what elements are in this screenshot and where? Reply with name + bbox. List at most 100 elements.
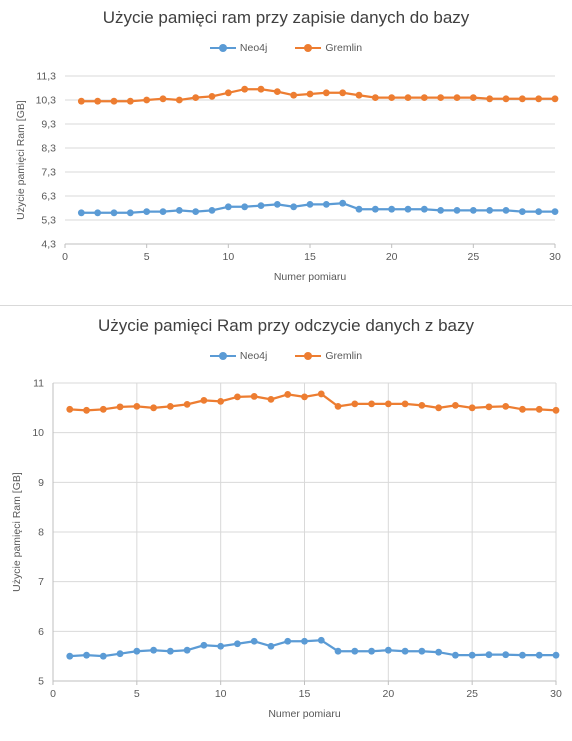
- data-point-neo4j: [200, 641, 208, 649]
- data-point-gremlin: [290, 91, 298, 99]
- data-point-gremlin: [317, 390, 325, 398]
- data-point-neo4j: [94, 209, 102, 217]
- data-point-gremlin: [241, 85, 249, 93]
- data-point-gremlin: [535, 95, 543, 103]
- data-point-neo4j: [339, 199, 347, 207]
- data-point-gremlin: [150, 404, 158, 412]
- y-tick-label: 10: [32, 427, 44, 439]
- data-point-neo4j: [502, 651, 510, 659]
- data-point-gremlin: [552, 406, 560, 414]
- y-axis-title: Użycie pamięci Ram [GB]: [11, 472, 23, 592]
- data-point-neo4j: [535, 208, 543, 216]
- data-point-gremlin: [301, 393, 308, 401]
- series-line-neo4j: [69, 639, 556, 658]
- data-point-gremlin: [83, 406, 90, 414]
- legend-marker-icon: [209, 352, 236, 360]
- y-tick-label: 4,3: [41, 239, 56, 251]
- data-point-gremlin: [200, 396, 208, 404]
- data-point-gremlin: [502, 95, 510, 103]
- data-point-neo4j: [208, 207, 216, 214]
- data-point-neo4j: [420, 205, 428, 213]
- data-point-gremlin: [355, 91, 363, 99]
- data-point-neo4j: [99, 652, 107, 660]
- data-point-neo4j: [126, 209, 134, 217]
- data-point-neo4j: [435, 648, 443, 656]
- data-point-gremlin: [486, 95, 494, 103]
- data-point-neo4j: [368, 647, 375, 655]
- data-point-gremlin: [404, 94, 412, 101]
- data-point-neo4j: [133, 647, 141, 655]
- data-point-gremlin: [368, 400, 375, 408]
- data-point-gremlin: [166, 402, 174, 410]
- data-point-gremlin: [469, 94, 477, 101]
- data-point-gremlin: [468, 404, 476, 412]
- data-point-gremlin: [250, 393, 258, 400]
- data-point-gremlin: [453, 94, 461, 101]
- data-point-neo4j: [77, 209, 85, 217]
- data-point-gremlin: [535, 405, 543, 413]
- data-point-neo4j: [486, 207, 494, 214]
- data-point-gremlin: [133, 402, 141, 410]
- data-point-gremlin: [371, 94, 379, 101]
- data-point-gremlin: [175, 96, 183, 104]
- data-point-neo4j: [183, 646, 191, 654]
- data-point-gremlin: [99, 405, 107, 413]
- data-point-gremlin: [217, 397, 225, 405]
- data-point-neo4j: [116, 650, 124, 658]
- y-tick-label: 9,3: [41, 119, 56, 131]
- x-tick-label: 15: [299, 688, 311, 700]
- data-point-neo4j: [485, 651, 493, 659]
- data-point-neo4j: [334, 647, 342, 655]
- data-point-gremlin: [384, 400, 392, 408]
- data-point-neo4j: [306, 201, 314, 208]
- data-point-gremlin: [208, 93, 216, 100]
- data-point-neo4j: [192, 208, 200, 216]
- y-tick-label: 11: [33, 378, 44, 390]
- data-point-neo4j: [452, 651, 459, 659]
- data-point-gremlin: [159, 95, 167, 103]
- data-point-neo4j: [371, 205, 379, 213]
- chart-title: Użycie pamięci ram przy zapisie danych d…: [102, 8, 470, 27]
- chart-divider: [0, 305, 572, 306]
- y-tick-label: 7,3: [41, 167, 56, 179]
- data-point-neo4j: [469, 207, 477, 214]
- data-point-neo4j: [217, 642, 225, 650]
- data-point-gremlin: [388, 94, 396, 101]
- data-point-gremlin: [452, 401, 459, 409]
- x-tick-label: 15: [304, 251, 316, 263]
- data-point-neo4j: [159, 208, 167, 216]
- data-point-neo4j: [535, 651, 543, 659]
- legend-item-gremlin: Gremlin: [295, 350, 362, 362]
- legend-label: Gremlin: [325, 350, 363, 362]
- x-tick-label: 25: [467, 251, 479, 263]
- data-point-neo4j: [404, 205, 412, 213]
- x-tick-label: 25: [466, 688, 478, 700]
- data-point-gremlin: [322, 89, 330, 97]
- data-point-neo4j: [290, 203, 298, 211]
- data-point-neo4j: [437, 207, 445, 214]
- legend-label: Neo4j: [239, 350, 268, 362]
- series-line-neo4j: [81, 202, 555, 214]
- x-tick-label: 0: [50, 688, 56, 700]
- data-point-neo4j: [273, 201, 281, 208]
- data-point-neo4j: [175, 207, 183, 214]
- legend-item-neo4j: Neo4j: [209, 350, 268, 362]
- data-point-gremlin: [284, 391, 292, 398]
- data-point-gremlin: [306, 90, 314, 98]
- data-point-gremlin: [234, 393, 241, 401]
- data-point-neo4j: [418, 647, 426, 655]
- data-point-gremlin: [126, 97, 134, 105]
- data-point-neo4j: [110, 209, 118, 217]
- y-axis-title: Użycie pamięci Ram [GB]: [15, 100, 27, 220]
- legend-marker-icon: [295, 44, 322, 52]
- data-point-neo4j: [224, 203, 232, 211]
- series-line-gremlin: [69, 392, 557, 412]
- data-point-neo4j: [267, 642, 275, 650]
- data-point-gremlin: [66, 405, 74, 413]
- y-tick-label: 8: [38, 527, 44, 539]
- x-tick-label: 20: [386, 251, 398, 263]
- data-point-gremlin: [518, 95, 526, 103]
- data-point-gremlin: [224, 89, 232, 97]
- data-point-gremlin: [267, 395, 275, 403]
